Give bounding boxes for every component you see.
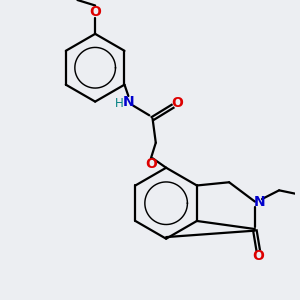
Text: H: H [115,97,124,110]
Text: O: O [252,250,264,263]
Text: N: N [123,95,134,110]
Text: O: O [172,96,183,110]
Text: O: O [89,5,101,19]
Text: N: N [254,195,266,208]
Text: O: O [145,157,157,171]
